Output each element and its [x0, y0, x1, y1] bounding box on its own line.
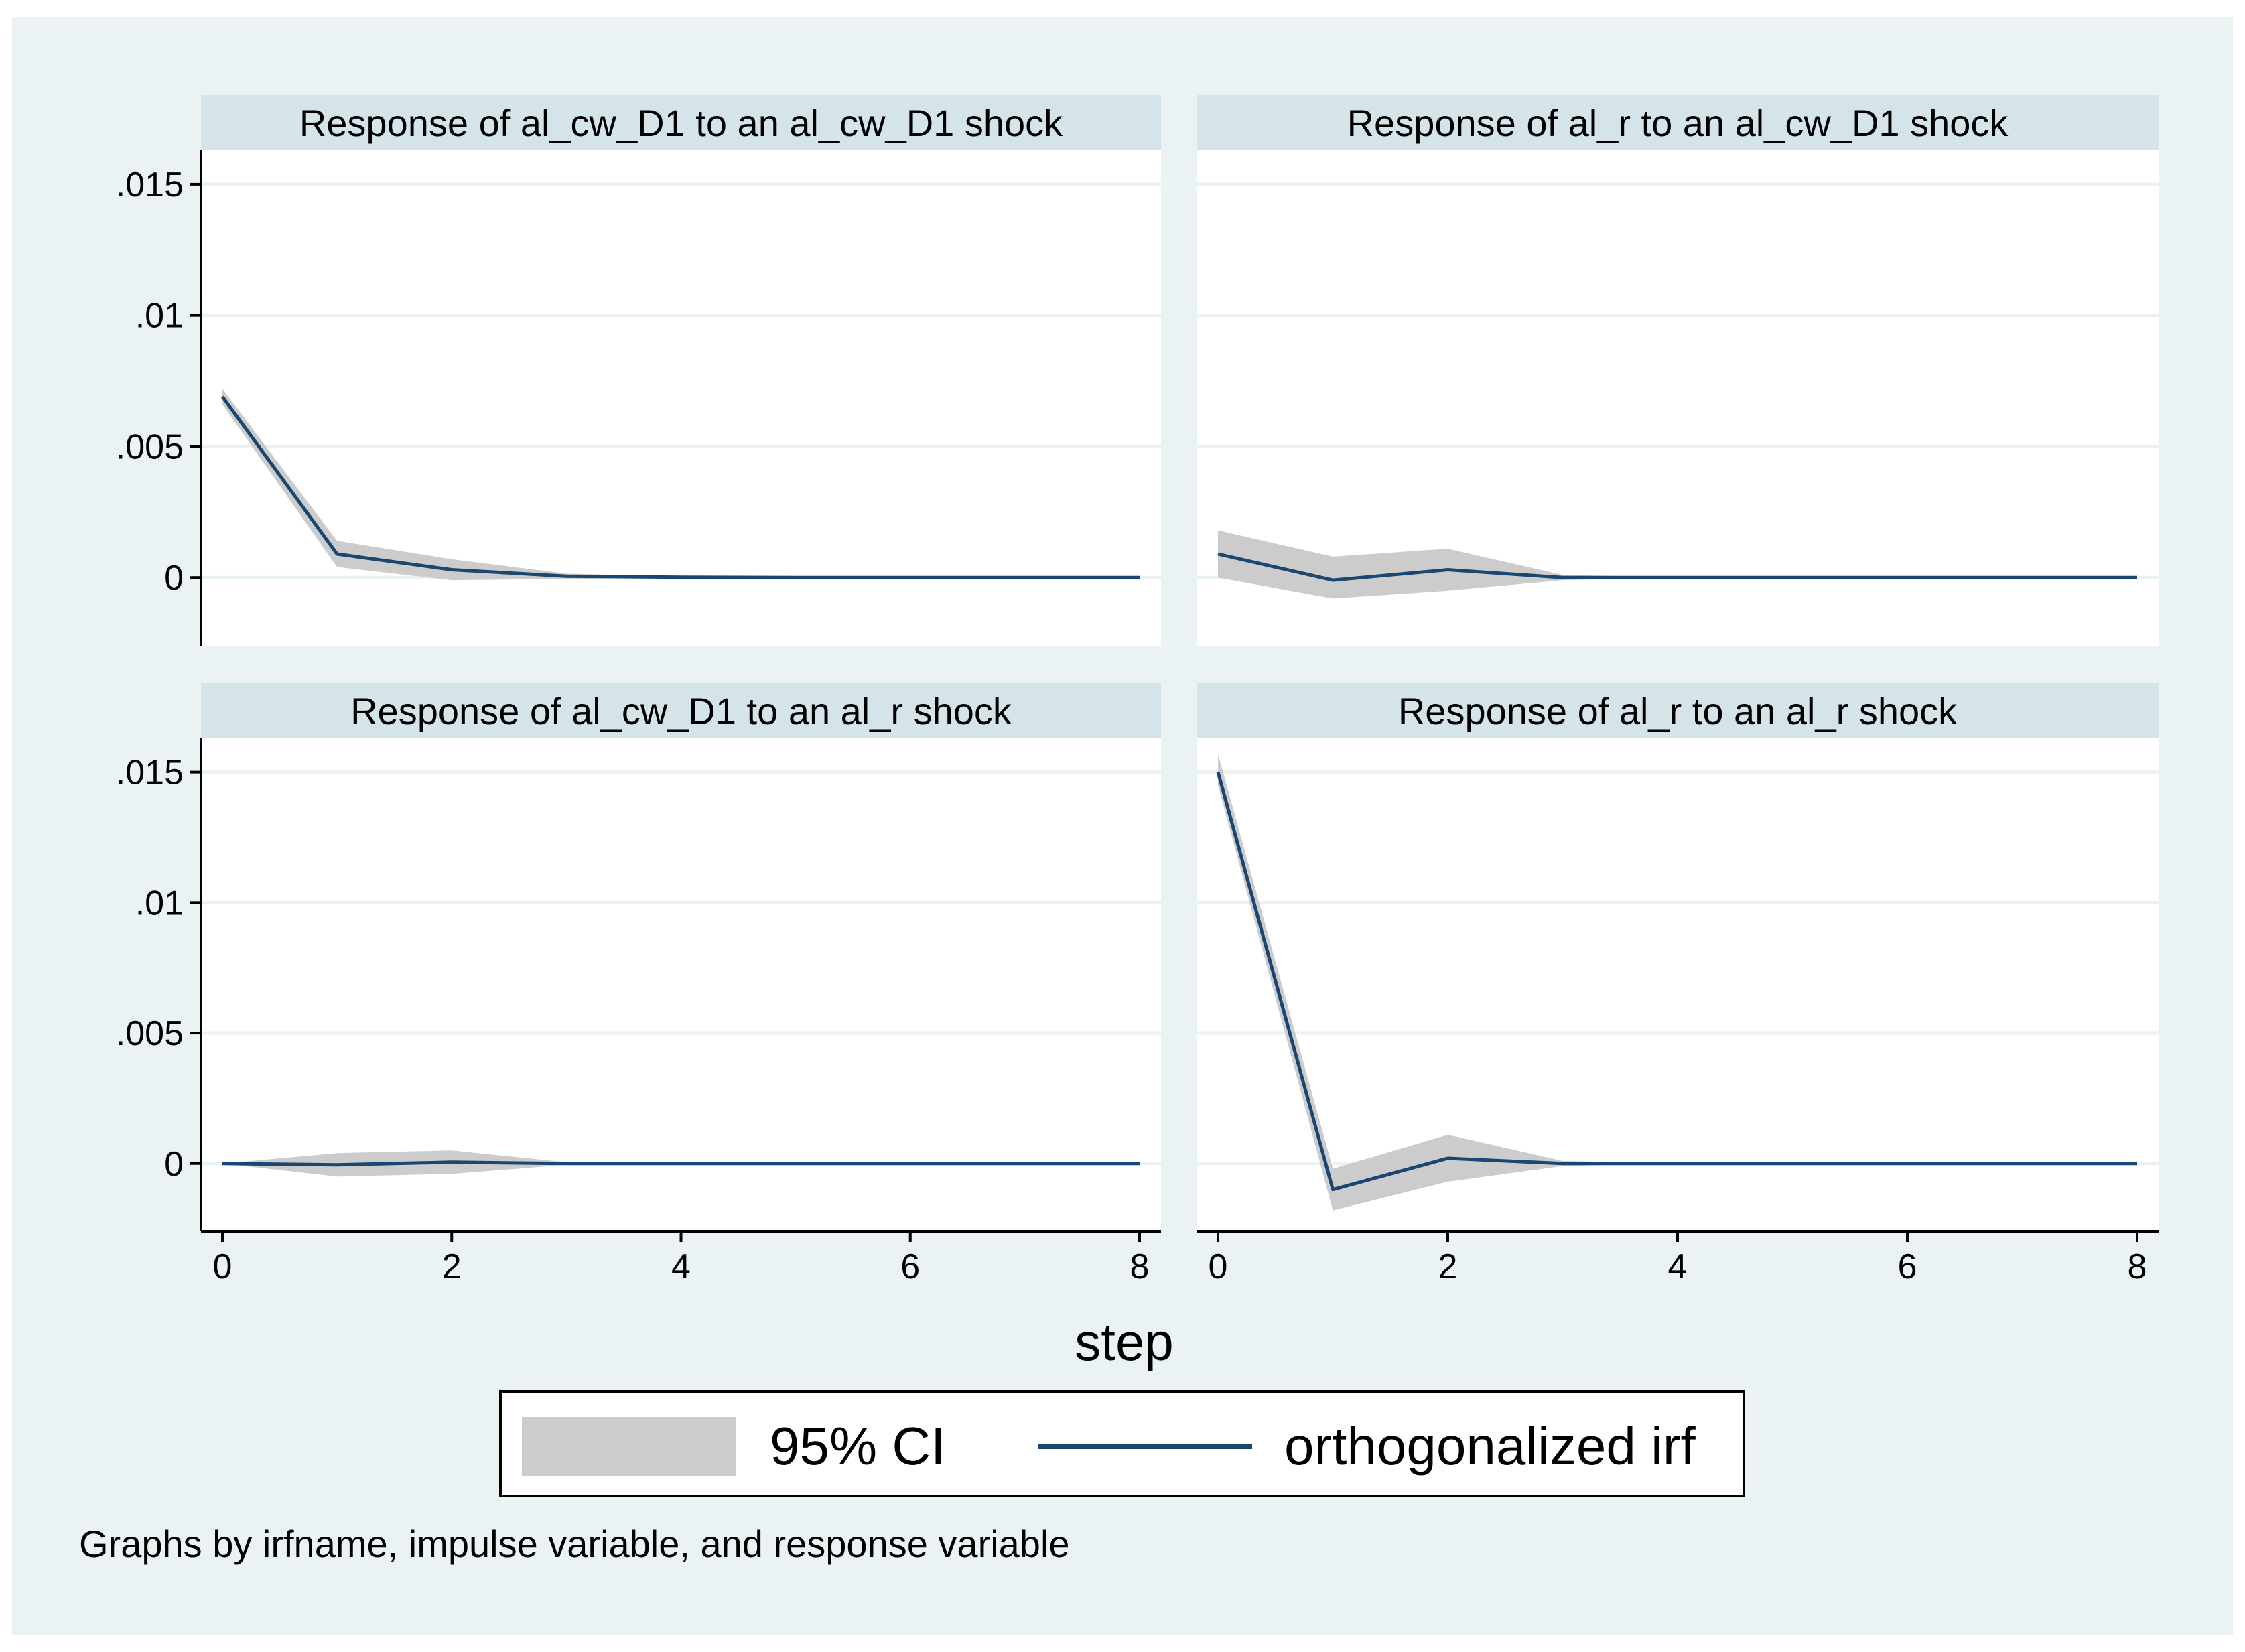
graph-note: Graphs by irfname, impulse variable, and…: [79, 1523, 1070, 1565]
y-tick-label: .015: [116, 165, 184, 204]
plot-area: [1197, 738, 2159, 1231]
panel-strip: [201, 95, 1161, 150]
y-tick-label: .01: [135, 884, 184, 922]
y-tick-label: .015: [116, 754, 184, 793]
plot-area: [201, 738, 1161, 1231]
panel-title: Response of al_cw_D1 to an al_cw_D1 shoc…: [299, 102, 1063, 144]
x-axis-title: step: [1075, 1312, 1173, 1371]
x-tick-label: 4: [671, 1247, 691, 1286]
x-tick-label: 4: [1668, 1247, 1688, 1286]
legend-ci-label: 95% CI: [770, 1416, 946, 1476]
x-tick-label: 2: [1438, 1247, 1458, 1286]
legend: 95% CI orthogonalized irf: [499, 1390, 1745, 1497]
panel-strip: [1197, 95, 2159, 150]
legend-ci-swatch: [522, 1417, 736, 1476]
y-tick-label: 0: [164, 559, 184, 598]
panel-title: Response of al_r to an al_cw_D1 shock: [1347, 102, 2009, 144]
ci-band: [222, 1150, 1140, 1177]
x-tick-label: 2: [442, 1247, 462, 1286]
irf-panel-3: Response of al_cw_D1 to an al_r shock 0 .0…: [116, 683, 1161, 1286]
irf-line: [1216, 771, 2137, 1192]
x-tick-label: 8: [2128, 1247, 2147, 1286]
y-tick-label: .01: [135, 297, 184, 336]
x-tick-label: 0: [213, 1247, 232, 1286]
panel-title: Response of al_cw_D1 to an al_r shock: [350, 690, 1012, 732]
x-tick-label: 0: [1209, 1247, 1228, 1286]
plot-area: [201, 150, 1161, 646]
irf-line: [220, 395, 1140, 579]
irf-panel-1: Response of al_cw_D1 to an al_cw_D1 shoc…: [116, 95, 1161, 646]
irf-panel-2: Response of al_r to an al_cw_D1 shock: [1197, 95, 2159, 646]
panel-strip: [1197, 683, 2159, 738]
panel-title: Response of al_r to an al_r shock: [1398, 690, 1958, 732]
irf-line: [1217, 552, 2137, 582]
y-tick-label: 0: [164, 1145, 184, 1184]
x-tick-label: 8: [1130, 1247, 1150, 1286]
y-tick-label: .005: [116, 427, 184, 466]
irf-panel-4: Response of al_r to an al_r shock 0 2 4 6 8: [1197, 683, 2159, 1286]
panel-strip: [201, 683, 1161, 738]
x-tick-label: 6: [900, 1247, 920, 1286]
legend-irf-swatch: [1038, 1444, 1252, 1449]
irf-line: [222, 1160, 1140, 1167]
x-tick-label: 6: [1898, 1247, 1917, 1286]
ci-band: [1218, 530, 2137, 599]
y-tick-label: .005: [116, 1014, 184, 1053]
legend-irf-label: orthogonalized irf: [1284, 1416, 1696, 1476]
